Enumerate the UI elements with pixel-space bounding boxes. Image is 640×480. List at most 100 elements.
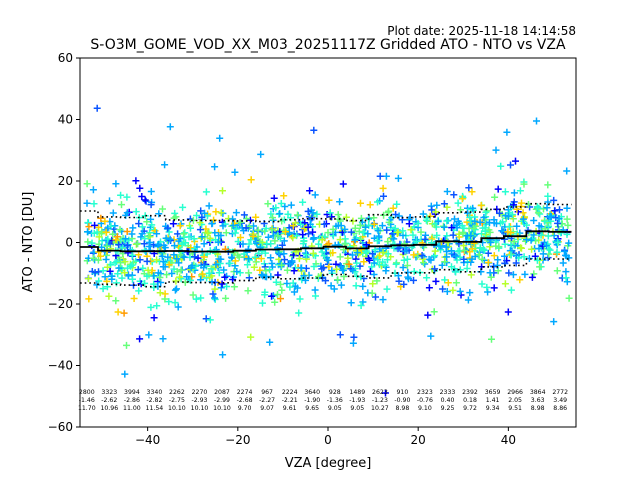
- scatter-point: [423, 274, 431, 282]
- scatter-point: [328, 267, 336, 275]
- y-tick-label: −60: [48, 420, 73, 434]
- scatter-point: [512, 157, 519, 165]
- bin-mean-label: -1.23: [372, 397, 388, 404]
- scatter-point: [135, 287, 143, 295]
- scatter-point: [467, 271, 475, 279]
- scatter-point: [257, 255, 265, 263]
- scatter-point: [509, 202, 517, 210]
- scatter-point: [283, 280, 291, 287]
- y-tick-label: −40: [48, 359, 73, 373]
- scatter-point: [384, 209, 392, 216]
- scatter-point: [544, 232, 552, 240]
- scatter-point: [269, 214, 276, 222]
- scatter-point: [277, 295, 284, 303]
- scatter-point: [236, 219, 244, 226]
- scatter-point: [122, 235, 129, 243]
- scatter-point: [353, 259, 361, 267]
- scatter-point: [84, 238, 92, 246]
- x-tick-label: 0: [324, 433, 332, 447]
- scatter-point: [464, 296, 472, 304]
- scatter-point: [135, 251, 143, 259]
- scatter-point: [443, 217, 451, 225]
- scatter-point: [389, 204, 397, 212]
- scatter-point: [380, 211, 388, 219]
- bin-count-label: 2274: [237, 389, 253, 396]
- scatter-point: [109, 209, 117, 217]
- scatter-point: [449, 231, 457, 239]
- scatter-point: [309, 209, 317, 217]
- scatter-point: [244, 287, 252, 295]
- scatter-point: [302, 276, 309, 284]
- scatter-point: [171, 242, 178, 250]
- scatter-point: [352, 282, 360, 290]
- scatter-point: [208, 220, 216, 228]
- scatter-point: [544, 192, 552, 200]
- scatter-point: [261, 291, 269, 299]
- scatter-point: [302, 243, 310, 251]
- scatter-point: [339, 266, 347, 274]
- scatter-point: [143, 272, 151, 280]
- scatter-point: [550, 318, 558, 326]
- scatter-point: [211, 285, 219, 293]
- scatter-point: [418, 252, 426, 259]
- scatter-point: [501, 188, 509, 196]
- scatter-point: [272, 204, 280, 212]
- scatter-point: [562, 268, 570, 276]
- scatter-point: [85, 275, 92, 283]
- scatter-point: [274, 232, 282, 240]
- x-tick-label: 20: [411, 433, 426, 447]
- scatter-point: [517, 244, 524, 252]
- scatter-point: [466, 289, 474, 297]
- scatter-point: [543, 204, 551, 212]
- scatter-point: [441, 276, 449, 284]
- scatter-point: [277, 200, 285, 207]
- bin-mean-label: -0.76: [417, 397, 433, 404]
- scatter-point: [112, 236, 120, 244]
- scatter-point: [172, 277, 180, 285]
- scatter-point: [229, 222, 237, 229]
- bin-mean-label: -0.90: [394, 397, 410, 404]
- scatter-point: [477, 202, 485, 209]
- scatter-point: [165, 298, 173, 306]
- scatter-point: [217, 232, 225, 239]
- bin-count-label: 967: [261, 389, 273, 396]
- scatter-point: [205, 269, 213, 277]
- scatter-point: [490, 216, 498, 224]
- scatter-point: [496, 209, 503, 217]
- scatter-point: [463, 218, 471, 226]
- scatter-point: [161, 290, 169, 298]
- scatter-point: [510, 189, 518, 197]
- scatter-point: [249, 232, 257, 240]
- scatter-point: [563, 204, 571, 212]
- scatter-point: [179, 203, 187, 211]
- scatter-point: [164, 253, 172, 261]
- scatter-point: [219, 222, 227, 230]
- bin-mean-label: -1.46: [79, 397, 95, 404]
- bin-mean-label: 3.49: [553, 397, 567, 404]
- scatter-point: [83, 199, 91, 207]
- scatter-point: [102, 228, 110, 236]
- scatter-point: [259, 272, 267, 280]
- scatter-point: [565, 294, 573, 302]
- scatter-point: [481, 246, 489, 254]
- scatter-point: [268, 292, 276, 300]
- scatter-point: [271, 237, 279, 245]
- scatter-point: [356, 221, 364, 229]
- scatter-point: [121, 370, 129, 378]
- scatter-point: [483, 207, 491, 215]
- scatter-point: [90, 229, 98, 237]
- scatter-point: [91, 269, 99, 277]
- scatter-point: [451, 215, 458, 223]
- scatter-point: [196, 219, 204, 227]
- scatter-point: [471, 226, 479, 234]
- scatter-point: [101, 273, 109, 281]
- scatter-point: [147, 201, 155, 209]
- scatter-point: [188, 262, 196, 270]
- scatter-point: [114, 270, 122, 278]
- scatter-point: [239, 240, 247, 248]
- scatter-point: [123, 209, 131, 217]
- scatter-point: [282, 228, 289, 236]
- scatter-point: [341, 225, 349, 233]
- scatter-point: [88, 239, 96, 247]
- bin-std-label: 8.98: [531, 405, 545, 412]
